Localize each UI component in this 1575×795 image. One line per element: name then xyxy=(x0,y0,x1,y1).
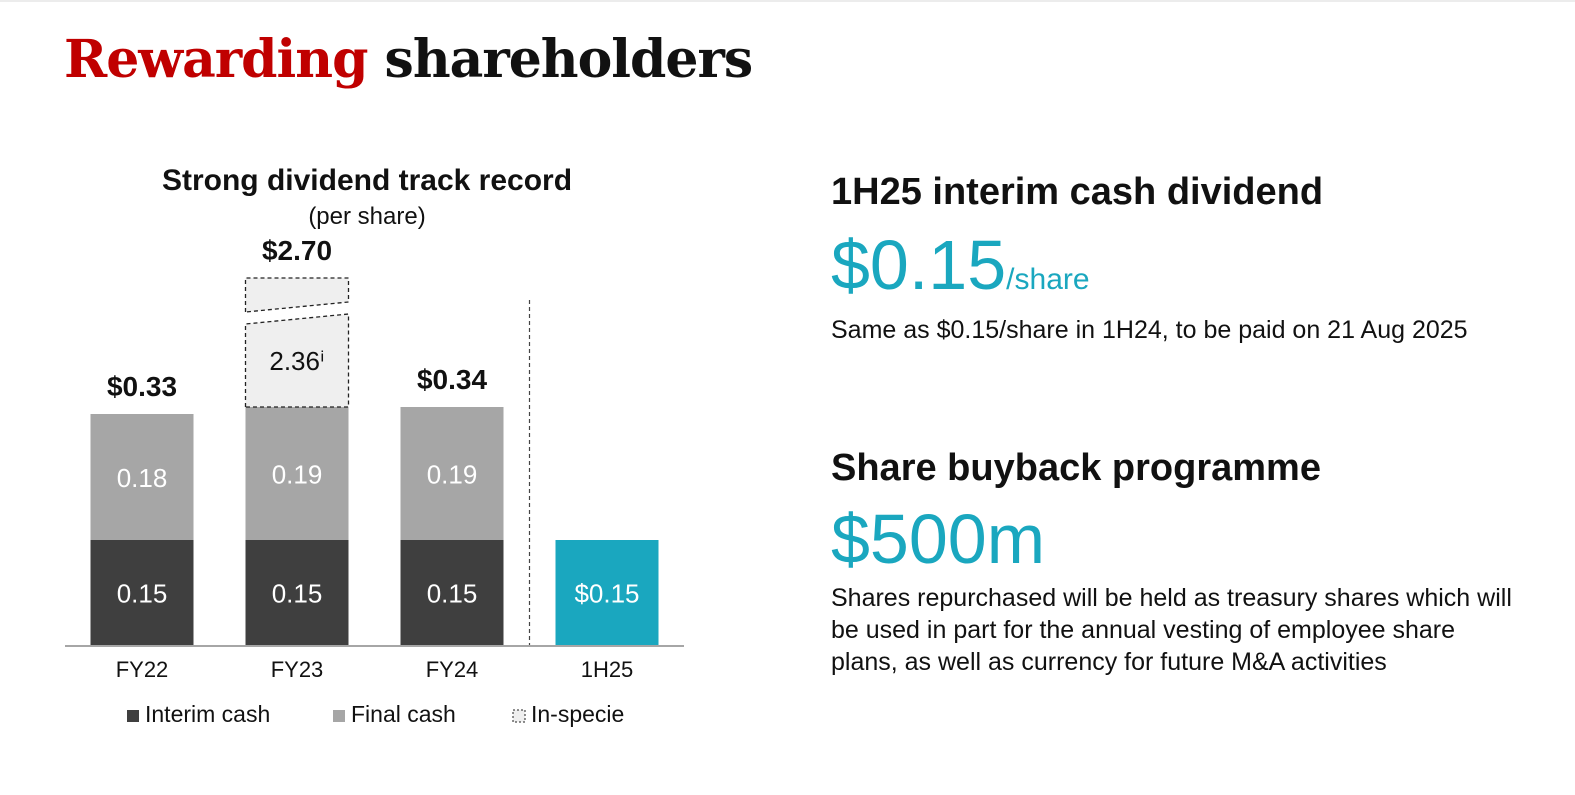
total-label-fy24: $0.34 xyxy=(417,364,487,395)
interim-heading: 1H25 interim cash dividend xyxy=(831,171,1324,213)
segment-label-final-cash-fy24: 0.19 xyxy=(427,460,478,490)
page-title-rest: shareholders xyxy=(384,29,754,90)
segment-label-interim-cash-fy24: 0.15 xyxy=(427,579,478,609)
interim-description: Same as $0.15/share in 1H24, to be paid … xyxy=(831,316,1468,344)
interim-amount: $0.15 xyxy=(831,226,1007,304)
legend-swatch-in-specie xyxy=(512,709,526,723)
bar-segment-interim-cash-fy24 xyxy=(400,540,504,645)
legend-swatch-interim-cash xyxy=(127,710,139,722)
category-label-fy24: FY24 xyxy=(426,657,479,682)
category-label-fy22: FY22 xyxy=(116,657,169,682)
legend-label-in-specie: In-specie xyxy=(531,701,624,727)
interim-dividend-panel: 1H25 interim cash dividend $0.15/share S… xyxy=(831,168,1521,346)
segment-label-interim-cash-fy22: 0.15 xyxy=(117,579,168,609)
dividend-chart: Strong dividend track record (per share) 0… xyxy=(65,164,684,727)
buyback-panel: Share buyback programme $500m Shares rep… xyxy=(831,444,1521,678)
bar-segment-final-cash-fy22 xyxy=(90,414,194,540)
interim-value: $0.15/share xyxy=(831,230,1521,300)
legend-label-final-cash: Final cash xyxy=(351,701,456,727)
chart-subtitle: (per share) xyxy=(308,203,425,230)
category-label-fy23: FY23 xyxy=(271,657,324,682)
total-label-fy23: $2.70 xyxy=(262,235,332,266)
category-label-1h25: 1H25 xyxy=(581,657,634,682)
legend-label-interim-cash: Interim cash xyxy=(145,701,270,727)
bar-segment-interim-cash-1h25 xyxy=(555,540,659,645)
legend-swatch-final-cash xyxy=(333,710,345,722)
bar-segment-final-cash-fy23 xyxy=(245,407,349,540)
chart-title: Strong dividend track record xyxy=(162,164,572,197)
bar-segment-in-specie-top-fy23 xyxy=(244,277,350,313)
buyback-value: $500m xyxy=(831,504,1521,574)
segment-label-final-cash-fy22: 0.18 xyxy=(117,463,168,493)
segment-label-interim-cash-fy23: 0.15 xyxy=(272,579,323,609)
buyback-amount: $500m xyxy=(831,500,1046,578)
buyback-heading: Share buyback programme xyxy=(831,447,1321,489)
segment-label-interim-cash-1h25: $0.15 xyxy=(574,579,639,609)
buyback-description: Shares repurchased will be held as treas… xyxy=(831,584,1512,676)
total-label-fy22: $0.33 xyxy=(107,371,177,402)
segment-label-final-cash-fy23: 0.19 xyxy=(272,460,323,490)
bar-segment-in-specie-fy23 xyxy=(244,313,350,408)
bar-segment-interim-cash-fy22 xyxy=(90,540,194,645)
page-title-accent: Rewarding xyxy=(64,29,368,90)
bar-segment-interim-cash-fy23 xyxy=(245,540,349,645)
segment-label-in-specie-fy23: 2.36ⁱ xyxy=(269,346,324,376)
page-title: Rewarding shareholders xyxy=(64,20,754,100)
interim-unit: /share xyxy=(1006,263,1090,296)
top-rule xyxy=(0,0,1575,2)
bar-segment-final-cash-fy24 xyxy=(400,407,504,540)
